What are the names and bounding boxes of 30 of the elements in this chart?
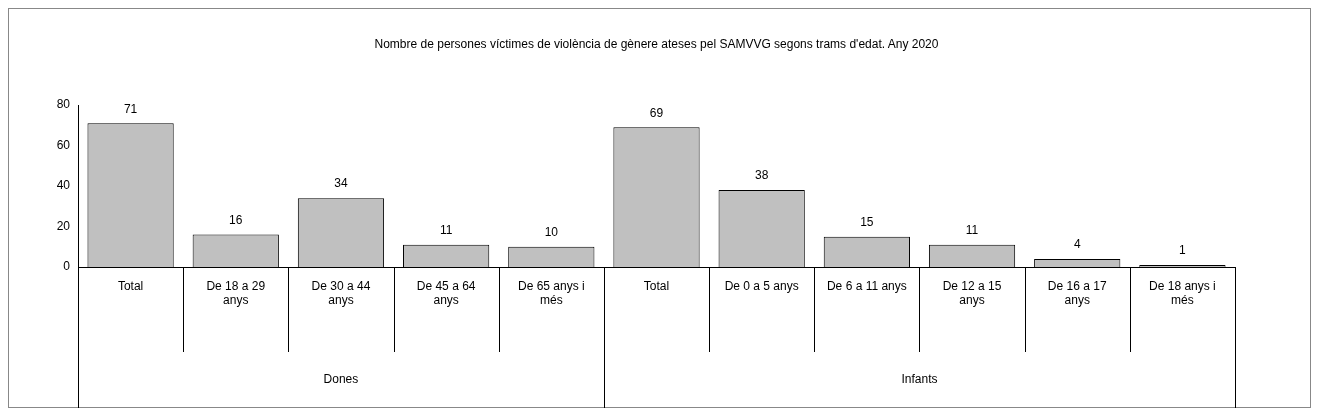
data-label: 11 [965, 223, 979, 238]
x-tick-label: De 18 a 29 anys [206, 278, 266, 307]
x-tick-label: De 45 a 64 anys [416, 278, 476, 307]
y-tick-label: 60 [56, 137, 71, 152]
y-tick-label: 80 [56, 97, 71, 112]
data-label: 69 [649, 105, 664, 120]
text: Infants [901, 372, 938, 387]
chart-title: Nombre de persones víctimes de violència de gènere ateses pel SAMVVG segons trams d'edat. Any 2020 [374, 37, 939, 52]
x-tick-label: De 12 a 15 anys [942, 278, 1002, 307]
y-tick-label: 40 [56, 178, 71, 193]
x-tick-label: Total [117, 278, 144, 293]
x-tick-label: Total [643, 278, 670, 293]
x-tick-label: De 18 anys i més [1149, 278, 1216, 307]
data-label: 10 [544, 225, 559, 240]
data-label: 34 [334, 176, 348, 191]
x-tick-label: De 65 anys i més [517, 278, 585, 307]
text: Dones [323, 372, 359, 387]
data-label: 71 [123, 101, 138, 116]
data-label: 1 [1179, 243, 1187, 258]
data-label: 15 [860, 214, 874, 229]
x-tick-label: De 0 a 5 anys [724, 278, 799, 293]
y-tick-label: 0 [63, 259, 71, 274]
x-tick-label: De 6 a 11 anys [826, 278, 907, 293]
data-label: 4 [1073, 237, 1081, 252]
data-label: 11 [439, 223, 453, 238]
x-tick-label: De 16 a 17 anys [1047, 278, 1107, 307]
data-label: 38 [755, 168, 769, 183]
y-tick-label: 20 [56, 218, 71, 233]
x-tick-label: De 30 a 44 anys [311, 278, 371, 307]
data-label: 16 [229, 212, 243, 227]
